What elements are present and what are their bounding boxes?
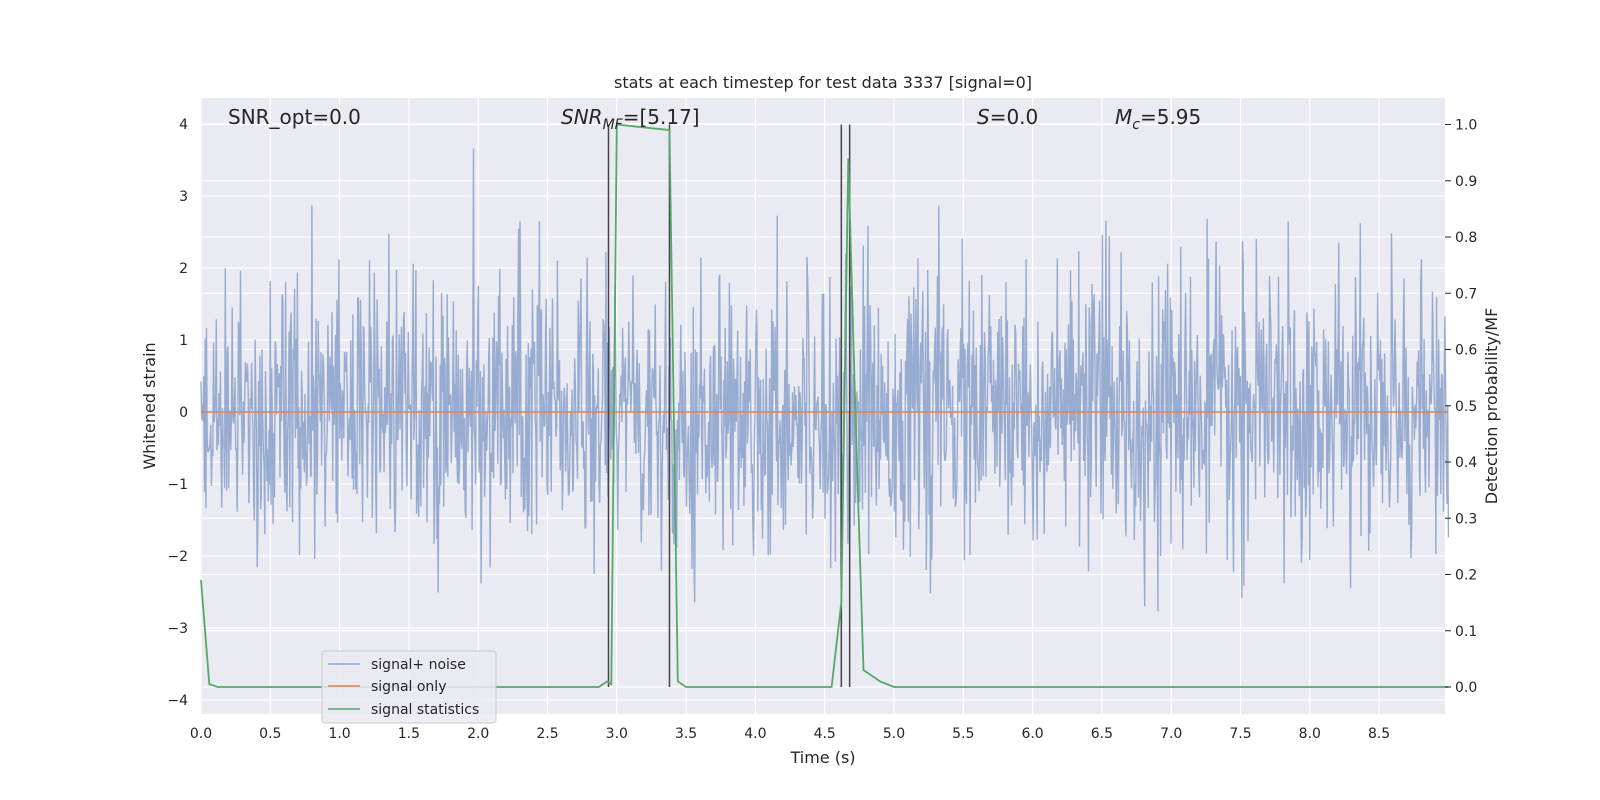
y-left-axis-label: Whitened strain	[140, 342, 159, 469]
x-tick-label: 7.5	[1229, 726, 1251, 742]
series-signal-noise	[200, 148, 1450, 612]
y-left-axis-ticks: 4 3 2 1 0 −1 −2 −3 −4	[167, 117, 188, 709]
s-base: S	[977, 105, 990, 129]
y-right-tick-label: 0.9	[1455, 174, 1477, 190]
x-tick-label: 2.0	[467, 726, 489, 742]
x-tick-label: 1.0	[328, 726, 350, 742]
x-tick-label: 4.5	[814, 726, 836, 742]
y-left-tick-label: −2	[167, 549, 188, 565]
annotation-snr-opt: SNR_opt=0.0	[228, 105, 361, 129]
y-right-tick-label: 1.0	[1455, 118, 1477, 134]
x-axis-label: Time (s)	[789, 748, 855, 767]
x-tick-label: 6.0	[1021, 726, 1043, 742]
x-tick-label: 2.5	[536, 726, 558, 742]
y-right-axis-ticks: 1.0 0.9 0.8 0.7 0.6 0.5 0.4 0.3 0.2 0.1 0.0	[1445, 118, 1477, 696]
y-right-tick-label: 0.4	[1455, 455, 1477, 471]
chart-title: stats at each timestep for test data 333…	[614, 73, 1032, 92]
snr-mf-value: =[5.17]	[623, 105, 700, 129]
x-tick-label: 3.0	[606, 726, 628, 742]
mc-base: M	[1115, 105, 1132, 129]
y-left-tick-label: 0	[179, 405, 188, 421]
legend-label-signal-only: signal only	[371, 679, 446, 695]
x-tick-label: 8.5	[1368, 726, 1390, 742]
x-axis-ticks: 0.0 0.5 1.0 1.5 2.0 2.5 3.0 3.5 4.0 4.5 5.0 5.5 6.0 6…	[190, 726, 1390, 742]
y-right-tick-label: 0.6	[1455, 343, 1477, 359]
annotation-s: S=0.0	[977, 105, 1038, 129]
mc-value: =5.95	[1140, 105, 1201, 129]
x-tick-label: 1.5	[398, 726, 420, 742]
mc-sub: c	[1132, 117, 1140, 133]
x-tick-label: 0.5	[259, 726, 281, 742]
x-tick-label: 0.0	[190, 726, 212, 742]
y-right-tick-label: 0.5	[1455, 399, 1477, 415]
annotation-snr-mf: SNRMF=[5.17]	[561, 105, 700, 133]
snr-mf-base: SNR	[561, 105, 603, 129]
y-left-tick-label: 2	[179, 261, 188, 277]
y-right-tick-label: 0.3	[1455, 511, 1477, 527]
y-right-tick-label: 0.7	[1455, 286, 1477, 302]
x-tick-label: 6.5	[1091, 726, 1113, 742]
x-tick-label: 5.5	[952, 726, 974, 742]
y-right-tick-label: 0.0	[1455, 680, 1477, 696]
y-left-tick-label: 1	[179, 333, 188, 349]
annotation-mc: Mc=5.95	[1115, 105, 1201, 133]
x-tick-label: 5.0	[883, 726, 905, 742]
y-right-tick-label: 0.2	[1455, 568, 1477, 584]
x-tick-label: 3.5	[675, 726, 697, 742]
y-right-tick-label: 0.1	[1455, 624, 1477, 640]
y-left-tick-label: −4	[167, 693, 188, 709]
x-tick-label: 7.0	[1160, 726, 1182, 742]
y-left-tick-label: 4	[179, 117, 188, 133]
legend: signal+ noise signal only signal statist…	[321, 650, 497, 724]
snr-mf-sub: MF	[603, 117, 624, 133]
y-left-tick-label: −1	[167, 477, 188, 493]
s-value: =0.0	[990, 105, 1039, 129]
noise-line	[200, 148, 1450, 612]
legend-label-signal-noise: signal+ noise	[371, 657, 466, 673]
x-tick-label: 8.0	[1299, 726, 1321, 742]
legend-box	[321, 650, 497, 724]
x-tick-label: 4.0	[744, 726, 766, 742]
y-left-tick-label: −3	[167, 621, 188, 637]
y-right-axis-label: Detection probability/MF	[1482, 308, 1501, 505]
legend-label-signal-statistics: signal statistics	[371, 702, 479, 718]
y-right-tick-label: 0.8	[1455, 230, 1477, 246]
y-left-tick-label: 3	[179, 189, 188, 205]
